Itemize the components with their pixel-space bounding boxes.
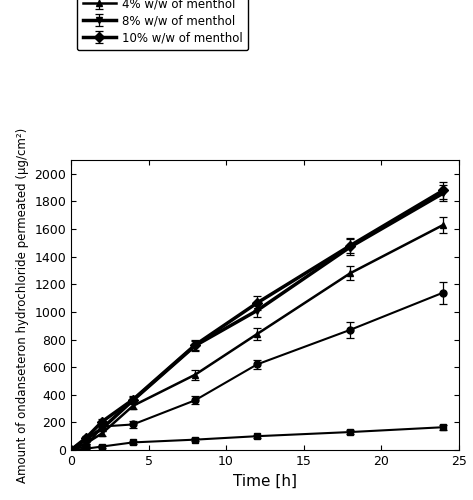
Legend: Control, 2% w/w of menthol, 4% w/w of menthol, 8% w/w of menthol, 10% w/w of men: Control, 2% w/w of menthol, 4% w/w of me… [77, 0, 248, 50]
Y-axis label: Amount of ondanseteron hydrochloride permeated (μg/cm²): Amount of ondanseteron hydrochloride per… [16, 128, 29, 482]
X-axis label: Time [h]: Time [h] [233, 474, 297, 488]
